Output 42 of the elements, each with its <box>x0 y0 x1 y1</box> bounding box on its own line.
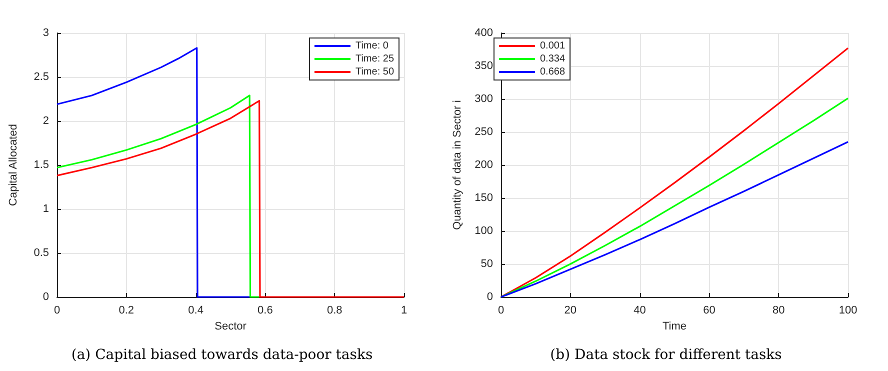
y-tick-label: 400 <box>474 27 493 39</box>
x-tick-label: 0.8 <box>326 304 342 316</box>
x-tick-label: 0.2 <box>118 304 134 316</box>
x-tick-label: 0.6 <box>258 304 273 316</box>
y-tick-label: 0 <box>42 291 49 303</box>
x-tick-label: 20 <box>564 304 577 316</box>
text: (b) Data stock for different tasks <box>550 347 782 363</box>
legend-label: 0.334 <box>540 54 566 64</box>
y-tick-label: 1.5 <box>34 159 49 171</box>
y-axis-title: Quantity of data in Sector i <box>452 100 464 230</box>
y-tick-label: 3 <box>42 27 49 39</box>
line-series <box>56 47 250 298</box>
y-tick-label: 150 <box>474 192 493 204</box>
x-axis-title: Time <box>662 320 687 332</box>
x-tick-label: 1 <box>400 304 408 316</box>
x-tick-label: 0 <box>498 304 504 316</box>
legend-label: Time: 0 <box>355 40 389 52</box>
x-tick-label: 100 <box>838 304 858 316</box>
y-tick-label: 0 <box>486 291 493 303</box>
text: (a) Capital biased towards data-poor tasks <box>71 347 373 363</box>
legend-label: 0.668 <box>540 66 566 78</box>
y-tick-label: 50 <box>480 258 493 270</box>
legend-label: 0.001 <box>540 40 566 52</box>
y-tick-label: 200 <box>474 159 493 171</box>
y-tick-label: 350 <box>474 60 493 72</box>
x-tick-label: 0 <box>54 304 60 316</box>
y-tick-label: 0.5 <box>34 247 49 259</box>
x-tick-label: 60 <box>703 304 716 316</box>
x-tick-label: 40 <box>634 304 646 316</box>
x-axis-title: Sector <box>214 320 247 332</box>
y-tick-label: 100 <box>474 225 493 237</box>
y-tick-label: 300 <box>474 93 493 105</box>
y-tick-label: 250 <box>474 126 493 138</box>
y-tick-label: 1 <box>42 203 49 215</box>
line-series <box>56 94 260 298</box>
x-tick-label: 80 <box>772 304 785 316</box>
x-tick-label: 0.4 <box>188 304 204 316</box>
y-tick-label: 2.5 <box>34 71 49 83</box>
y-axis-title: Capital Allocated <box>8 124 20 206</box>
legend-label: Time: 25 <box>355 54 394 64</box>
y-tick-label: 2 <box>42 115 49 127</box>
legend-label: Time: 50 <box>355 66 394 78</box>
